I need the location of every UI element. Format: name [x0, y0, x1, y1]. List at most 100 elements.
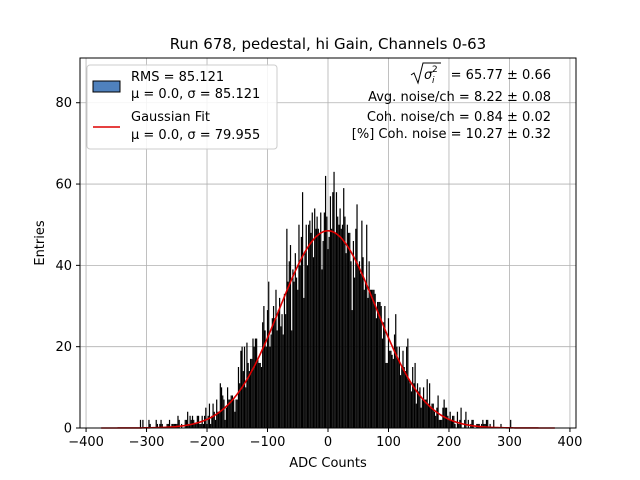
- histogram-bar: [269, 346, 271, 428]
- histogram-bar: [334, 232, 336, 428]
- histogram-bar: [172, 423, 174, 428]
- histogram-bar: [149, 423, 151, 428]
- x-tick-label: −100: [250, 435, 286, 450]
- x-tick-label: −400: [68, 435, 104, 450]
- histogram-bar: [204, 415, 206, 428]
- sqrt-sigma-symbol: σ i 2: [410, 62, 441, 86]
- histogram-bar: [391, 354, 393, 428]
- histogram-bar: [356, 204, 358, 428]
- histogram-bar: [487, 419, 489, 428]
- x-tick-label: 100: [376, 435, 401, 450]
- histogram-bar: [396, 346, 398, 428]
- histogram-bar: [265, 346, 267, 428]
- histogram-bar: [322, 240, 324, 428]
- histogram-bar: [337, 216, 339, 428]
- histogram-bar: [306, 265, 309, 428]
- y-tick-label: 0: [64, 422, 72, 437]
- histogram-bar: [254, 338, 257, 428]
- histogram-bar: [235, 399, 237, 428]
- histogram-bar: [398, 346, 400, 428]
- histogram-bar: [448, 419, 450, 428]
- histogram-bar: [281, 314, 283, 428]
- histogram-bar: [168, 419, 171, 428]
- histogram-bar: [166, 423, 168, 428]
- histogram-bar: [257, 358, 259, 428]
- histogram-bar: [409, 383, 411, 428]
- histogram-bar: [245, 387, 247, 428]
- histogram-bar: [467, 419, 469, 428]
- histogram-bar: [399, 375, 402, 428]
- gaussian-fit-line: [101, 230, 555, 429]
- histogram-bar: [300, 236, 302, 428]
- histogram-bar: [246, 342, 248, 428]
- histogram-bar: [316, 216, 318, 428]
- histogram-bar: [510, 419, 512, 428]
- annotation-avg-noise: Avg. noise/ch = 8.22 ± 0.08: [368, 90, 551, 105]
- histogram-bar: [177, 415, 179, 428]
- histogram-bar: [191, 415, 194, 428]
- histogram-bar: [310, 232, 312, 428]
- x-tick-label: −200: [189, 435, 225, 450]
- histogram-bar: [433, 411, 436, 428]
- histogram-bar: [343, 188, 345, 428]
- histogram-bar: [148, 419, 150, 428]
- histogram-bar: [225, 407, 227, 428]
- histogram-bar: [295, 277, 298, 428]
- histogram-bar: [367, 297, 369, 428]
- histogram-bar: [351, 310, 353, 428]
- histogram-bar: [333, 171, 335, 428]
- histogram-bar: [248, 371, 250, 428]
- histogram-bar: [331, 228, 333, 428]
- legend-histogram-stats: μ = 0.0, σ = 85.121: [131, 87, 260, 102]
- histogram-bar: [200, 423, 202, 428]
- histogram-bar: [264, 330, 266, 428]
- histogram-bar: [211, 415, 213, 428]
- histogram-bar: [167, 423, 169, 428]
- histogram-bar: [421, 399, 423, 428]
- histogram-bar: [236, 399, 238, 428]
- histogram-bar: [321, 269, 323, 428]
- histogram-bar: [187, 411, 189, 428]
- histogram-bar: [489, 423, 491, 428]
- histogram-bar: [253, 346, 255, 428]
- histogram-bar: [379, 301, 381, 428]
- histogram-bar: [375, 318, 377, 428]
- histogram-bar: [199, 423, 201, 428]
- grid-lines: [80, 58, 576, 429]
- histogram-bar: [454, 423, 456, 428]
- histogram-bar: [315, 228, 317, 428]
- y-tick-label: 60: [55, 178, 72, 193]
- histogram-bar: [270, 334, 272, 428]
- histogram-bar: [239, 383, 241, 428]
- y-axis-ticks: 0 20 40 60 80: [55, 96, 80, 437]
- histogram-bar: [326, 216, 328, 428]
- histogram-bar: [282, 334, 284, 428]
- histogram-bar: [202, 423, 204, 428]
- histogram-bar: [420, 407, 422, 428]
- histogram-bar: [425, 399, 427, 428]
- histogram-bar: [432, 403, 434, 428]
- histogram-bar: [188, 423, 190, 428]
- legend-histogram-swatch: [92, 80, 121, 93]
- histogram-bar: [373, 289, 375, 428]
- x-axis-ticks: −400 −300 −200 −100 0 100 200 300 400: [68, 428, 582, 450]
- histogram-bar: [259, 362, 261, 428]
- histogram-bar: [155, 419, 157, 428]
- histogram-bar: [362, 257, 364, 428]
- histogram-bar: [266, 310, 269, 428]
- histogram-bar: [414, 362, 416, 428]
- histogram-bar: [323, 212, 325, 428]
- histogram-bar: [408, 379, 410, 428]
- histogram-bar: [289, 245, 292, 428]
- histogram-bar: [442, 407, 444, 428]
- histogram-bar: [436, 407, 438, 428]
- histogram-bar: [314, 208, 316, 428]
- histogram-bar: [226, 387, 229, 428]
- histogram-bar: [311, 212, 313, 428]
- legend-fit-stats: μ = 0.0, σ = 79.955: [131, 128, 260, 143]
- histogram-bar: [335, 192, 338, 428]
- histogram-bar: [217, 411, 219, 428]
- histogram-bar: [298, 224, 300, 428]
- histogram-bar: [159, 423, 161, 428]
- histogram-bar: [219, 383, 221, 428]
